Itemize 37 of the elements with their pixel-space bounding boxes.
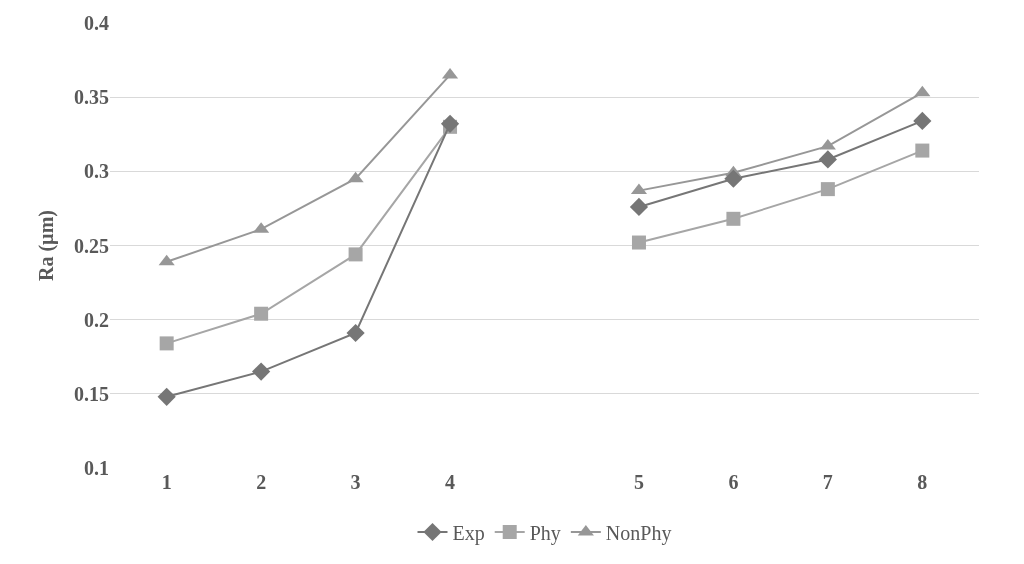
- y-tick-label: 0.2: [84, 308, 109, 331]
- legend-label: Exp: [452, 521, 485, 545]
- x-tick-label: 5: [633, 471, 644, 493]
- point: [440, 114, 460, 133]
- x-tick-label: 4: [445, 471, 456, 493]
- x-tick-label: 8: [917, 471, 928, 493]
- point: [157, 387, 176, 406]
- point: [726, 211, 741, 226]
- point: [346, 323, 365, 343]
- point: [347, 171, 364, 183]
- point: [915, 143, 930, 158]
- y-axis-title: Ra (µm): [34, 210, 58, 281]
- point: [631, 235, 646, 250]
- point: [158, 254, 175, 266]
- y-tick-label: 0.15: [74, 382, 109, 405]
- x-tick-label: 7: [822, 471, 833, 493]
- point: [914, 85, 931, 97]
- point: [252, 362, 271, 381]
- y-tick-label: 0.1: [84, 457, 109, 479]
- point: [724, 169, 743, 188]
- x-tick-label: 2: [256, 471, 267, 493]
- y-tick-label: 0.4: [84, 12, 109, 34]
- x-tick-label: 1: [161, 471, 172, 493]
- point: [254, 306, 269, 321]
- y-tick-label: 0.35: [74, 86, 109, 109]
- y-tick-label: 0.25: [74, 234, 109, 257]
- point: [820, 182, 835, 197]
- point: [159, 336, 174, 351]
- y-tick-label: 0.3: [84, 160, 109, 183]
- legend-label: Phy: [529, 521, 561, 545]
- point: [818, 150, 837, 169]
- point: [348, 247, 363, 262]
- point: [629, 197, 649, 217]
- x-tick-label: 6: [728, 471, 739, 493]
- legend-label: NonPhy: [605, 521, 672, 545]
- point: [913, 111, 932, 130]
- x-tick-label: 3: [350, 471, 361, 493]
